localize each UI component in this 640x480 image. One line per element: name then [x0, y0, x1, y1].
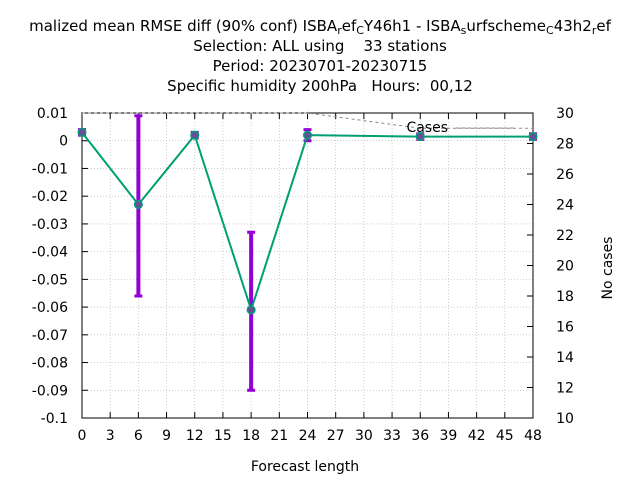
y2-tick-label: 28 [556, 137, 574, 153]
x-tick-label: 45 [496, 428, 514, 444]
grid [81, 112, 534, 419]
y-tick-label: -0.05 [32, 272, 68, 288]
title-line-1-part: C [546, 24, 554, 37]
y-tick-label: -0.09 [32, 383, 68, 399]
x-tick-label: 30 [355, 428, 373, 444]
x-tick-label: 48 [524, 428, 542, 444]
y2-tick-label: 16 [556, 320, 574, 336]
x-tick-label: 42 [468, 428, 486, 444]
y-tick-label: 0.01 [37, 106, 68, 122]
cases-point [306, 111, 309, 115]
y2-tick-label: 14 [556, 350, 574, 366]
y-tick-label: -0.01 [32, 161, 68, 177]
y2-tick-label: 24 [556, 198, 574, 214]
y-tick-label: -0.1 [41, 411, 68, 427]
y-tick-label: -0.03 [32, 217, 68, 233]
series-point [528, 132, 538, 142]
cases-line [82, 112, 533, 129]
series-point [246, 305, 256, 315]
y2-tick-label: 18 [556, 289, 574, 305]
cases-series [80, 111, 535, 130]
y-tick-label: -0.02 [32, 189, 68, 205]
title-line-1-part: r [337, 24, 342, 37]
cases-point [419, 127, 422, 130]
series-point [190, 130, 200, 140]
x-tick-label: 39 [440, 428, 458, 444]
x-axis: 0 3 6 9 12 15 18 21 24 27 30 33 36 39 42 45 48 [78, 113, 542, 444]
cases-point [80, 111, 84, 115]
y2-tick-label: 20 [556, 259, 574, 275]
x-axis-label: Forecast length [251, 459, 359, 475]
x-tick-label: 18 [242, 428, 260, 444]
x-tick-label: 36 [411, 428, 429, 444]
rmse-diff-series [77, 127, 538, 315]
title-line-1-part: malized mean RMSE diff (90% conf) ISBA [29, 17, 338, 35]
x-tick-label: 15 [214, 428, 232, 444]
title-line-1: malized mean RMSE diff (90% conf) ISBAre… [29, 17, 611, 37]
title-line-1-part: r [592, 24, 597, 37]
series-point [302, 130, 313, 140]
title-line-4: Specific humidity 200hPa Hours: 00,12 [167, 77, 473, 95]
title-line-1-part: s [461, 24, 467, 37]
y-tick-label: -0.06 [32, 300, 68, 316]
title-line-1-part: C [356, 24, 364, 37]
y-tick-label: 0 [59, 134, 68, 150]
series-point [133, 199, 143, 210]
cases-point [531, 127, 535, 130]
legend-label-cases: Cases [406, 120, 448, 136]
legend: Cases [406, 120, 514, 136]
series-point [415, 132, 425, 142]
y2-axis-label: No cases [600, 237, 616, 300]
y2-tick-label: 22 [556, 228, 574, 244]
x-tick-label: 24 [299, 428, 317, 444]
title-line-3: Period: 20230701-20230715 [213, 57, 428, 75]
y-tick-label: -0.07 [32, 328, 68, 344]
y-tick-label: -0.08 [32, 356, 68, 372]
y2-tick-label: 12 [556, 381, 574, 397]
y-tick-label: -0.04 [32, 245, 68, 261]
y2-tick-label: 10 [556, 411, 574, 427]
title-line-1-part: Y46h1 - ISBA [363, 17, 461, 35]
title-line-1-part: ef [342, 17, 357, 35]
y2-axis: 30 28 26 24 22 20 18 16 14 12 10 [527, 106, 574, 427]
x-tick-label: 6 [134, 428, 143, 444]
x-tick-label: 12 [186, 428, 204, 444]
x-tick-label: 9 [162, 428, 171, 444]
x-tick-label: 21 [270, 428, 288, 444]
title-line-2: Selection: ALL using 33 stations [193, 37, 447, 55]
y2-tick-label: 26 [556, 167, 574, 183]
chart-title: malized mean RMSE diff (90% conf) ISBAre… [29, 17, 611, 95]
x-tick-label: 27 [327, 428, 345, 444]
x-tick-label: 3 [106, 428, 115, 444]
error-bars [78, 114, 537, 392]
title-line-1-part: urfscheme [466, 17, 546, 35]
series-point [77, 127, 87, 137]
y2-tick-label: 30 [556, 106, 574, 122]
x-tick-label: 33 [383, 428, 401, 444]
x-tick-label: 0 [78, 428, 87, 444]
y-axis: 0.01 0 -0.01 -0.02 -0.03 -0.04 -0.05 -0.06 -0.07… [32, 106, 88, 427]
title-line-1-part: ef [596, 17, 611, 35]
title-line-1-part: 43h2 [554, 17, 592, 35]
